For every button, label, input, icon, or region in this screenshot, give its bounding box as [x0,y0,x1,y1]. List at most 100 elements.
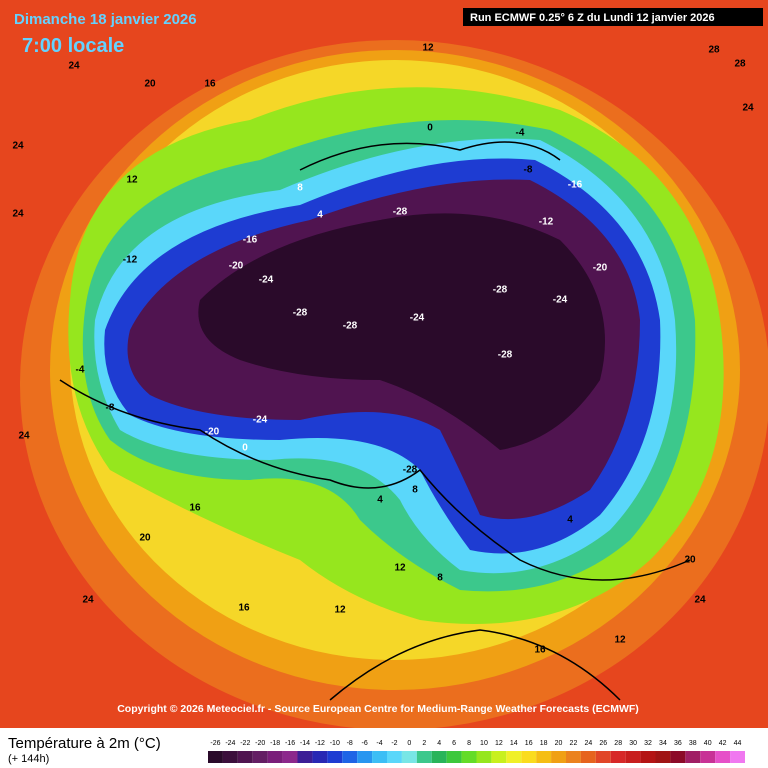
scale-tick-label: 2 [422,740,426,747]
map-label: 8 [297,183,303,194]
map-label: 24 [12,141,24,152]
map-label: -28 [393,207,408,218]
zone-deep-purple [198,213,605,450]
map-label: 16 [534,645,546,656]
scale-tick-label: -6 [362,740,368,747]
map-label: 24 [68,61,80,72]
map-label: 12 [394,563,406,574]
scale-swatch [357,751,373,763]
scale-swatch [416,751,432,763]
scale-tick-label: -24 [225,740,235,747]
scale-swatch [506,751,522,763]
scale-tick-label: 6 [452,740,456,747]
map-label: 20 [139,533,151,544]
time-title: 7:00 locale [22,35,124,57]
map-label: 4 [567,515,573,526]
map-label: -4 [516,128,525,139]
scale-swatch [208,751,223,763]
scale-tick-label: 36 [674,740,682,747]
color-scale: -26 -24 -22 -20 -18 -16 -14 -12 -10 -8 -6 -4 -2 0 2 4 6 8… [208,740,745,763]
scale-swatch [655,751,671,763]
scale-tick-label: 22 [570,740,578,747]
map-label: 16 [189,503,201,514]
map-label: 24 [12,209,24,220]
map-label: 4 [317,210,323,221]
scale-swatch [252,751,268,763]
scale-swatch [640,751,656,763]
scale-swatch [446,751,462,763]
scale-swatch [730,751,745,763]
map-label: -4 [76,365,85,376]
map-label: -20 [229,261,244,272]
scale-tick-label: -8 [347,740,353,747]
scale-tick-label: 8 [467,740,471,747]
coastlines [59,141,691,701]
scale-swatch [237,751,253,763]
scale-swatch [625,751,641,763]
scale-tick-label: -20 [255,740,265,747]
scale-swatch [297,751,313,763]
map-label: -8 [524,165,533,176]
scale-tick-label: -12 [315,740,325,747]
map-label: -24 [253,415,268,426]
map-label: 8 [437,573,443,584]
map-label: 12 [126,175,138,186]
map-label: 0 [242,443,248,454]
scale-tick-label: 42 [719,740,727,747]
scale-tick-label: 34 [659,740,667,747]
scale-tick-label: 28 [614,740,622,747]
scale-tick-label: 26 [599,740,607,747]
map-label: -24 [259,275,274,286]
scale-tick-label: 4 [437,740,441,747]
map-label: 12 [422,43,434,54]
map-label: 0 [427,123,433,134]
scale-swatch [551,751,566,763]
map-label: 20 [684,555,696,566]
map-label: -16 [568,180,583,191]
scale-tick-label: 0 [407,740,411,747]
map-label: 8 [412,485,418,496]
scale-tick-label: 20 [555,740,563,747]
coastline [299,141,561,171]
map-label: -8 [106,403,115,414]
run-box [463,8,763,26]
scale-swatch [282,751,298,763]
scale-tick-label: -14 [300,740,310,747]
map-label: -24 [553,295,568,306]
map-label: 12 [614,635,626,646]
scale-tick-label: 12 [495,740,503,747]
map-label: 4 [377,495,383,506]
map-label: -28 [293,308,308,319]
map-label: -16 [243,235,258,246]
copyright: Copyright © 2026 Meteociel.fr - Source E… [117,703,639,715]
scale-swatch [431,751,447,763]
date-title: Dimanche 18 janvier 2026 [14,11,197,28]
scale-swatch [327,751,343,763]
scale-tick-label: -26 [210,740,220,747]
map-label: -12 [123,255,138,266]
coastline [329,629,621,701]
scale-tick-label: 40 [704,740,712,747]
scale-swatch [566,751,581,763]
legend-subtitle: (+ 144h) [8,753,49,765]
coastline [59,379,691,581]
map-label: -20 [593,263,608,274]
scale-swatch [580,751,596,763]
map-label: 12 [334,605,346,616]
scale-tick-label: -4 [376,740,382,747]
map-label: -28 [498,350,513,361]
scale-tick-label: 18 [540,740,548,747]
map-label: -28 [403,465,418,476]
scale-swatch [700,751,716,763]
map-label: 24 [694,595,706,606]
scale-tick-label: -18 [270,740,280,747]
scale-tick-label: -2 [391,740,397,747]
map-label: 24 [82,595,94,606]
scale-swatch [342,751,358,763]
map-label: -12 [539,217,554,228]
map-label: 28 [708,45,720,56]
map-label: -24 [410,313,425,324]
scale-tick-label: -16 [285,740,295,747]
scale-swatch [312,751,328,763]
